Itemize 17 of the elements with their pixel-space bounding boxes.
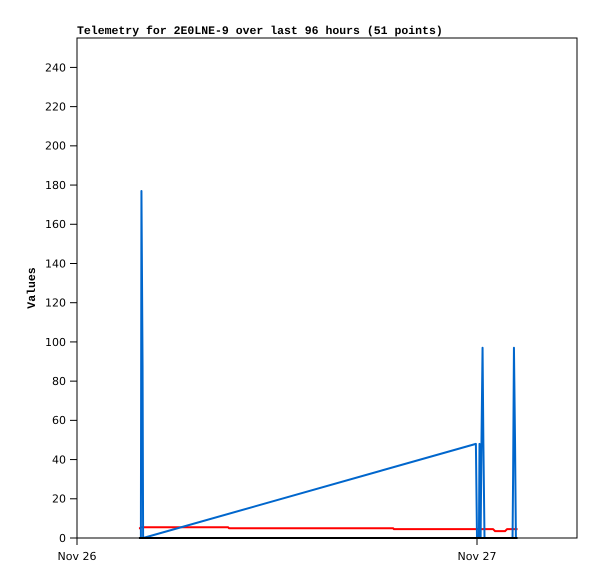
y-tick-label: 140 xyxy=(45,257,66,270)
y-tick-label: 80 xyxy=(52,374,66,388)
y-tick-label: 160 xyxy=(45,218,66,232)
y-tick-label: 40 xyxy=(52,453,66,466)
y-tick-label: 180 xyxy=(45,178,66,192)
y-tick-label: 20 xyxy=(52,492,66,506)
y-tick-label: 100 xyxy=(45,336,66,349)
y-tick-label: 240 xyxy=(45,61,66,74)
chart-title: Telemetry for 2E0LNE-9 over last 96 hours (51 points) xyxy=(77,25,443,38)
x-tick-label: Nov 27 xyxy=(458,550,496,563)
y-tick-label: 0 xyxy=(59,532,66,545)
y-tick-label: 200 xyxy=(45,140,66,153)
y-tick-label: 60 xyxy=(52,414,66,428)
y-tick-label: 220 xyxy=(45,100,66,114)
y-axis-title: Values xyxy=(26,267,39,309)
x-tick-label: Nov 26 xyxy=(58,550,96,563)
y-tick-label: 120 xyxy=(45,296,66,310)
